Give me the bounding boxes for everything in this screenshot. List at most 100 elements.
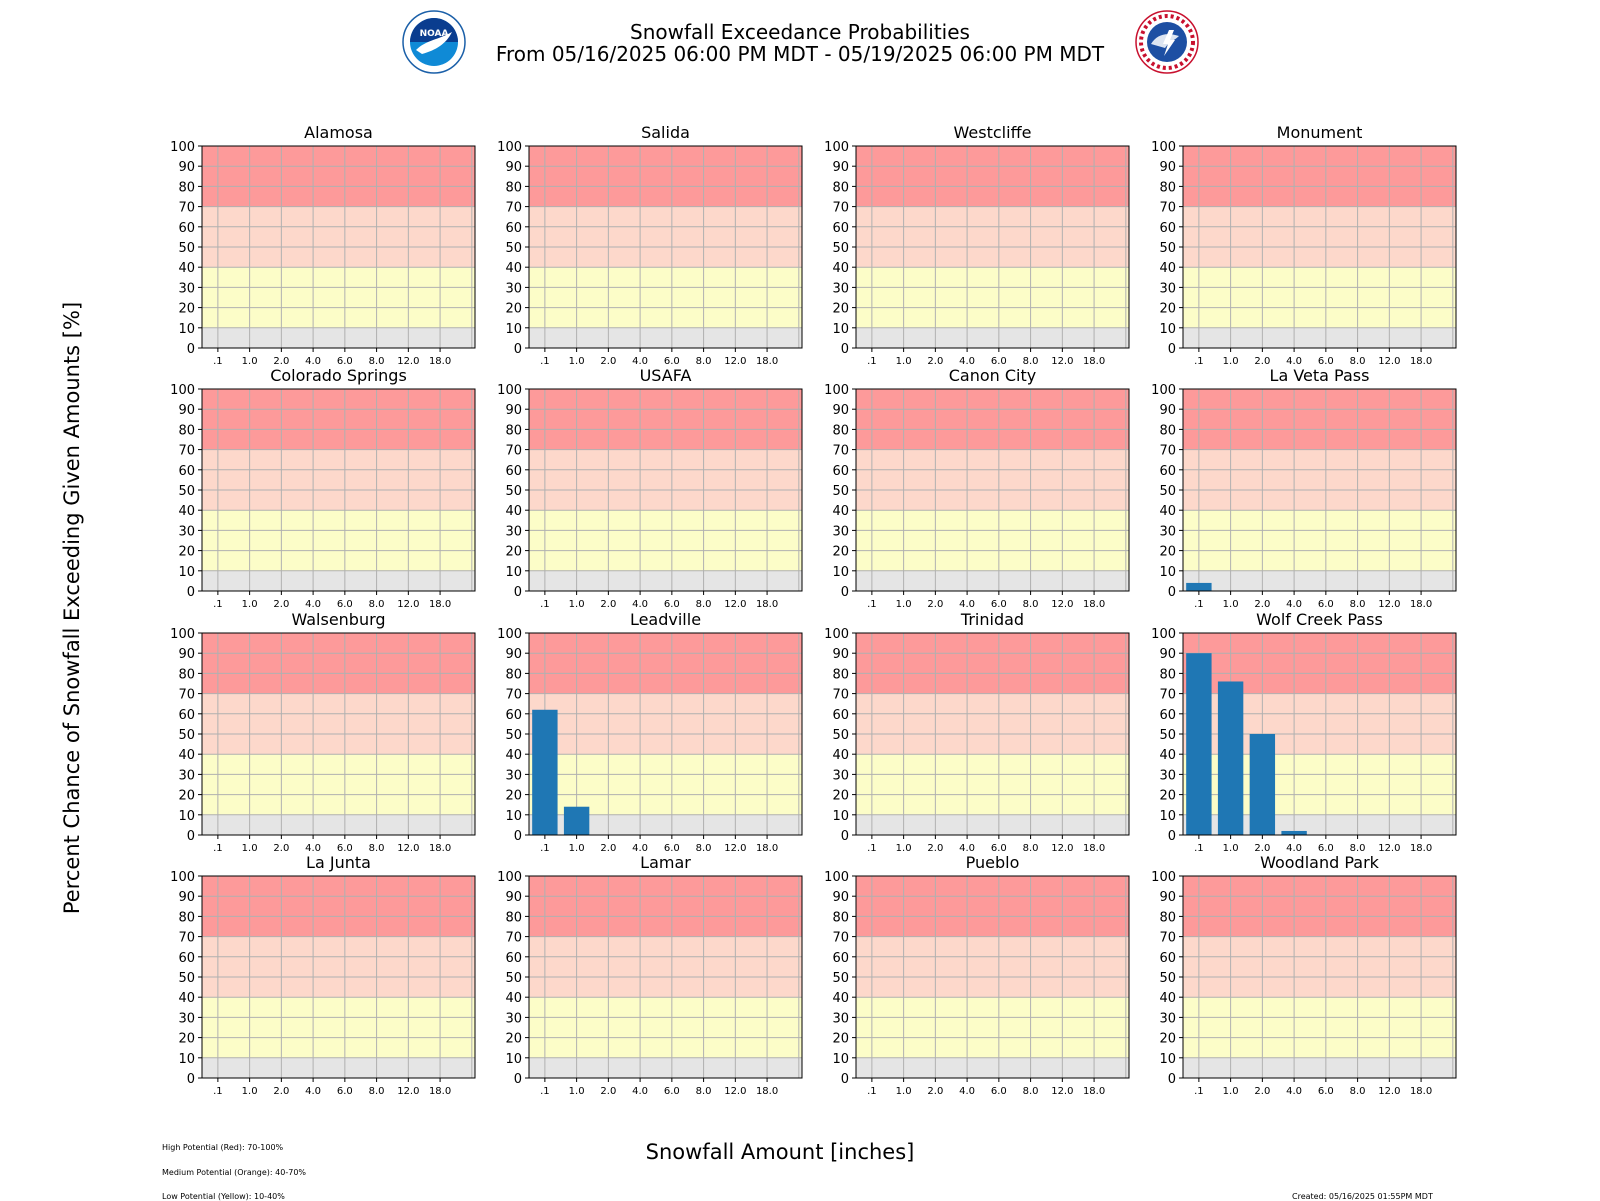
x-tick-label: 1.0 <box>569 1086 585 1097</box>
panel-westcliffe: 0 10 20 30 40 50 60 70 80 90 100 .1 1.0 2.0 4.0 6.0 8.0 1… <box>824 123 1130 367</box>
y-tick-label: 70 <box>505 201 522 216</box>
y-tick-label: 20 <box>178 789 195 804</box>
y-tick-label: 10 <box>832 1052 849 1067</box>
band-10-40 <box>202 267 475 328</box>
y-tick-label: 30 <box>1159 768 1176 783</box>
x-tick-label: .1 <box>1194 843 1204 854</box>
band-70-100 <box>202 633 475 694</box>
x-tick-label: 12.0 <box>397 356 419 367</box>
panel-title: Wolf Creek Pass <box>1256 610 1383 629</box>
y-tick-label: 100 <box>824 383 849 398</box>
panel-title: Pueblo <box>966 853 1020 872</box>
x-tick-label: 18.0 <box>429 356 451 367</box>
y-tick-label: 40 <box>505 261 522 276</box>
y-tick-label: 60 <box>1159 464 1176 479</box>
x-tick-label: 2.0 <box>927 843 943 854</box>
panel-colorado-springs: 0 10 20 30 40 50 60 70 80 90 100 .1 1.0 2.0 4.0 6.0 8.0 1… <box>170 366 476 610</box>
x-tick-label: 12.0 <box>1051 843 1073 854</box>
y-tick-label: 0 <box>514 1072 522 1087</box>
x-tick-label: 4.0 <box>305 1086 321 1097</box>
y-tick-label: 70 <box>1159 201 1176 216</box>
panel-walsenburg: 0 10 20 30 40 50 60 70 80 90 100 .1 1.0 2.0 4.0 6.0 8.0 1… <box>170 610 476 854</box>
nws-logo <box>1135 10 1199 74</box>
x-tick-label: 4.0 <box>632 599 648 610</box>
y-tick-label: 0 <box>841 829 849 844</box>
band-70-100 <box>856 633 1129 694</box>
band-0-10 <box>202 570 475 591</box>
x-tick-label: 6.0 <box>664 843 680 854</box>
x-tick-label: 6.0 <box>1318 1086 1334 1097</box>
x-tick-label: 1.0 <box>242 599 258 610</box>
y-tick-label: 50 <box>832 241 849 256</box>
y-tick-label: 90 <box>1159 647 1176 662</box>
y-tick-label: 30 <box>178 1011 195 1026</box>
x-tick-label: 12.0 <box>397 1086 419 1097</box>
y-tick-label: 0 <box>187 829 195 844</box>
y-tick-label: 50 <box>505 971 522 986</box>
band-70-100 <box>856 389 1129 450</box>
y-tick-label: 70 <box>505 444 522 459</box>
y-tick-label: 70 <box>505 688 522 703</box>
x-tick-label: 8.0 <box>1023 1086 1039 1097</box>
x-tick-label: 2.0 <box>1254 356 1270 367</box>
x-tick-label: 2.0 <box>273 1086 289 1097</box>
panel-la-junta: 0 10 20 30 40 50 60 70 80 90 100 .1 1.0 2.0 4.0 6.0 8.0 1… <box>170 853 476 1097</box>
y-tick-label: 10 <box>505 1052 522 1067</box>
x-tick-label: 12.0 <box>1051 356 1073 367</box>
y-tick-label: 70 <box>505 931 522 946</box>
y-tick-label: 90 <box>505 403 522 418</box>
y-tick-label: 40 <box>505 748 522 763</box>
y-tick-label: 30 <box>1159 281 1176 296</box>
x-tick-label: 6.0 <box>991 599 1007 610</box>
x-tick-label: 18.0 <box>1410 843 1432 854</box>
bar-wolf-creek-pass-0 <box>1186 653 1212 835</box>
band-0-10 <box>529 570 802 591</box>
band-0-10 <box>856 570 1129 591</box>
y-tick-label: 0 <box>187 1072 195 1087</box>
x-tick-label: 8.0 <box>1350 1086 1366 1097</box>
panel-title: Woodland Park <box>1260 853 1380 872</box>
panel-title: La Veta Pass <box>1270 366 1370 385</box>
y-tick-label: 0 <box>1168 342 1176 357</box>
y-tick-label: 30 <box>832 524 849 539</box>
y-tick-label: 70 <box>178 201 195 216</box>
x-tick-label: 2.0 <box>273 599 289 610</box>
x-tick-label: 12.0 <box>1378 356 1400 367</box>
x-tick-label: .1 <box>1194 599 1204 610</box>
bar-wolf-creek-pass-1 <box>1217 681 1244 835</box>
legend-high-note: High Potential (Red): 70-100% <box>162 1143 284 1152</box>
x-tick-label: 2.0 <box>600 356 616 367</box>
x-tick-label: 1.0 <box>569 599 585 610</box>
x-tick-label: 18.0 <box>1410 599 1432 610</box>
x-tick-label: 12.0 <box>724 599 746 610</box>
panel-canon-city: 0 10 20 30 40 50 60 70 80 90 100 .1 1.0 2.0 4.0 6.0 8.0 1… <box>824 366 1130 610</box>
panel-la-veta-pass: 0 10 20 30 40 50 60 70 80 90 100 .1 1.0 2.0 4.0 6.0 8.0 1… <box>1151 366 1457 610</box>
y-tick-label: 80 <box>505 667 522 682</box>
y-tick-label: 90 <box>832 890 849 905</box>
y-tick-label: 10 <box>832 809 849 824</box>
y-tick-label: 80 <box>1159 423 1176 438</box>
x-tick-label: 8.0 <box>1350 599 1366 610</box>
x-tick-label: .1 <box>540 356 550 367</box>
panel-title: Salida <box>641 123 690 142</box>
band-0-10 <box>856 814 1129 835</box>
x-tick-label: 18.0 <box>1410 356 1432 367</box>
y-tick-label: 100 <box>1151 627 1176 642</box>
y-tick-label: 10 <box>832 565 849 580</box>
x-tick-label: 12.0 <box>1378 1086 1400 1097</box>
y-tick-label: 0 <box>1168 585 1176 600</box>
panel-salida: 0 10 20 30 40 50 60 70 80 90 100 .1 1.0 2.0 4.0 6.0 8.0 1… <box>497 123 803 367</box>
x-tick-label: 1.0 <box>242 1086 258 1097</box>
band-10-40 <box>856 267 1129 328</box>
y-tick-label: 0 <box>514 585 522 600</box>
panel-title: Trinidad <box>960 610 1024 629</box>
y-tick-label: 10 <box>178 565 195 580</box>
y-tick-label: 80 <box>832 180 849 195</box>
y-tick-label: 40 <box>832 991 849 1006</box>
band-40-70 <box>1183 936 1456 998</box>
x-tick-label: 1.0 <box>1223 599 1239 610</box>
y-tick-label: 90 <box>832 647 849 662</box>
x-tick-label: 2.0 <box>1254 1086 1270 1097</box>
x-tick-label: 12.0 <box>1378 843 1400 854</box>
x-tick-label: .1 <box>867 356 877 367</box>
